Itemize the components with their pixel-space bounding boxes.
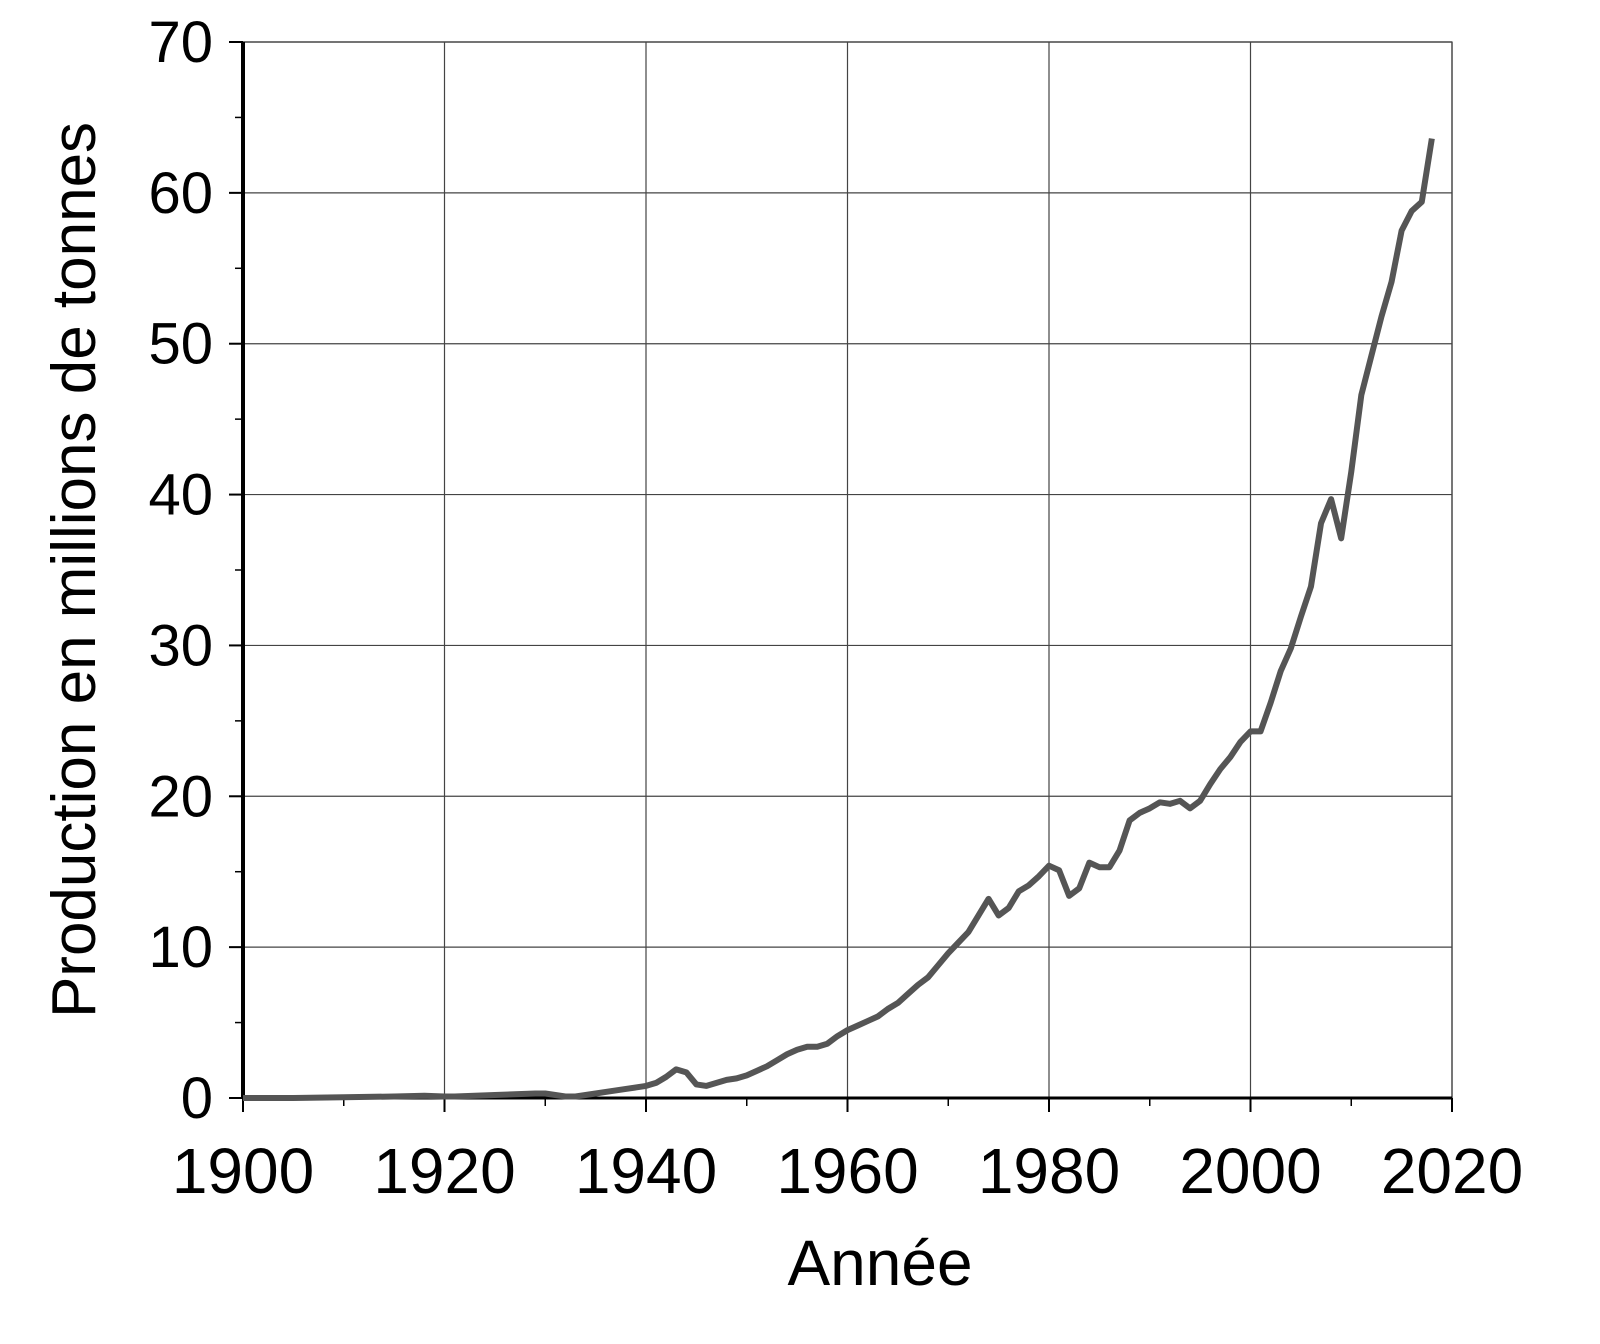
y-tick-label: 60 bbox=[148, 161, 213, 226]
x-tick-label: 1920 bbox=[373, 1135, 515, 1207]
y-tick-label: 40 bbox=[148, 463, 213, 528]
y-tick-label: 30 bbox=[148, 613, 213, 678]
y-tick-label: 20 bbox=[148, 764, 213, 829]
x-tick-label: 1900 bbox=[172, 1135, 314, 1207]
data-line bbox=[243, 138, 1435, 1101]
x-tick-label: 2020 bbox=[1381, 1135, 1523, 1207]
x-tick-label: 1940 bbox=[575, 1135, 717, 1207]
x-tick-label: 2000 bbox=[1179, 1135, 1321, 1207]
y-tick-label: 70 bbox=[148, 10, 213, 75]
y-axis-label: Production en millions de tonnes bbox=[40, 122, 109, 1018]
y-tick-label: 50 bbox=[148, 312, 213, 377]
y-tick-label: 0 bbox=[181, 1066, 213, 1131]
x-tick-label: 1960 bbox=[776, 1135, 918, 1207]
y-tick-label: 10 bbox=[148, 915, 213, 980]
x-tick-label: 1980 bbox=[978, 1135, 1120, 1207]
x-axis-label: Année bbox=[787, 1227, 972, 1299]
